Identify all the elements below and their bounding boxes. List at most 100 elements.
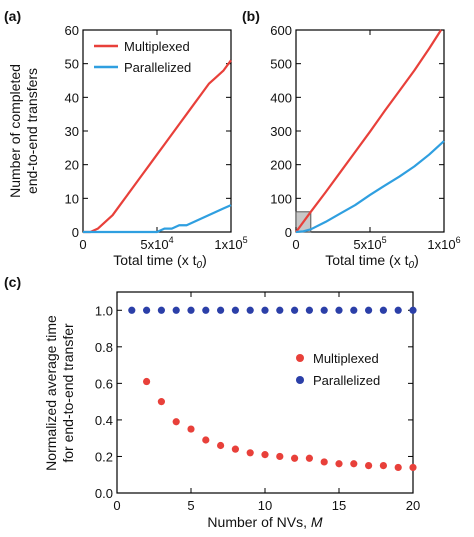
- y-axis-label-c: Normalized average timefor end-to-end tr…: [43, 315, 76, 471]
- data-point-multiplexed: [320, 458, 328, 466]
- x-tick-label: 1x106: [427, 235, 460, 252]
- x-tick-label: 0: [79, 237, 86, 252]
- y-tick-label: 10: [65, 191, 79, 206]
- data-point-parallelized: [350, 306, 358, 314]
- data-point-parallelized: [202, 306, 210, 314]
- y-tick-label: 30: [65, 124, 79, 139]
- data-point-multiplexed: [157, 398, 165, 406]
- legend-a: Multiplexed Parallelized: [94, 39, 191, 75]
- x-tick-label: 10: [258, 498, 272, 513]
- x-tick-label: 5x105: [353, 235, 386, 252]
- legend-c: Multiplexed Parallelized: [296, 351, 380, 388]
- y-tick-label: 100: [270, 191, 292, 206]
- data-point-multiplexed: [202, 436, 210, 444]
- y-tick-label: 0.2: [95, 449, 113, 464]
- y-tick-label: 500: [270, 57, 292, 72]
- series-lines-b: [295, 29, 445, 234]
- data-point-multiplexed: [350, 460, 358, 468]
- legend-marker-parallelized-c: [296, 376, 304, 384]
- y-tick-label: 40: [65, 90, 79, 105]
- x-tick-label: 5x104: [140, 235, 173, 252]
- data-point-parallelized: [246, 306, 254, 314]
- y-axis-label-line2-a: end-to-end transfers: [24, 68, 40, 194]
- legend-label-parallelized-c: Parallelized: [313, 373, 380, 388]
- y-axis-label-a: Number of completedend-to-end transfers: [7, 64, 40, 198]
- data-point-multiplexed: [291, 454, 299, 462]
- y-tick-label: 0: [72, 225, 79, 240]
- y-axis-label-line2-c: for end-to-end transfer: [60, 323, 76, 463]
- data-point-multiplexed: [305, 454, 313, 462]
- x-axis-label-text-c: Number of NVs,: [207, 514, 310, 530]
- y-tick-label: 0.8: [95, 340, 113, 355]
- axis-ticks-c: 0 5 10 15 20 0.0 0.2 0.4 0.6 0.8 1.0: [95, 292, 420, 513]
- data-point-parallelized: [365, 306, 373, 314]
- y-tick-label: 0.0: [95, 486, 113, 501]
- y-tick-label: 50: [65, 57, 79, 72]
- x-axis-label-close-b: ): [414, 252, 419, 268]
- axis-ticks-b: 0 5x105 1x106 0 100 200 300 400 500 600: [270, 23, 460, 252]
- y-tick-label: 20: [65, 158, 79, 173]
- x-tick-label: 1x105: [214, 235, 247, 252]
- y-tick-label: 1.0: [95, 303, 113, 318]
- series-line-multiplexed: [83, 59, 232, 234]
- data-point-parallelized: [143, 306, 151, 314]
- data-point-parallelized: [291, 306, 299, 314]
- x-axis-label-italic-c: M: [311, 514, 323, 530]
- data-point-parallelized: [157, 306, 165, 314]
- x-axis-label-a: Total time (x t0): [113, 252, 206, 271]
- legend-label-multiplexed-c: Multiplexed: [313, 351, 379, 366]
- data-point-parallelized: [217, 306, 225, 314]
- data-point-multiplexed: [143, 377, 151, 386]
- panel-label-c: (c): [4, 274, 21, 290]
- y-tick-label: 0.4: [95, 413, 113, 428]
- y-tick-label: 600: [270, 23, 292, 38]
- data-point-parallelized: [187, 306, 195, 314]
- series-points-c: [128, 306, 417, 472]
- series-lines-a: [83, 59, 232, 234]
- x-axis-label-c: Number of NVs, M: [207, 514, 322, 530]
- data-point-parallelized: [128, 306, 136, 314]
- x-tick-exponent: 5: [243, 235, 248, 245]
- series-line-parallelized: [83, 204, 232, 234]
- x-tick-label: 0: [113, 498, 120, 513]
- y-tick-label: 0.6: [95, 376, 113, 391]
- data-point-parallelized: [379, 306, 387, 314]
- x-tick-exponent: 6: [456, 235, 461, 245]
- data-point-parallelized: [394, 306, 402, 314]
- data-point-multiplexed: [246, 449, 254, 457]
- data-point-multiplexed: [231, 445, 239, 453]
- y-tick-label: 0: [285, 225, 292, 240]
- data-point-multiplexed: [335, 460, 343, 468]
- legend-marker-multiplexed-c: [296, 354, 304, 362]
- data-point-multiplexed: [217, 441, 225, 450]
- data-point-multiplexed: [394, 463, 402, 472]
- x-axis-label-sub-a: 0: [197, 260, 203, 271]
- x-tick-label: 0: [292, 237, 299, 252]
- panel-label-b: (b): [242, 8, 260, 24]
- x-tick-exponent: 5: [382, 235, 387, 245]
- data-point-parallelized: [335, 306, 343, 314]
- x-tick-label: 5: [187, 498, 194, 513]
- legend-label-parallelized-a: Parallelized: [124, 60, 191, 75]
- legend-label-multiplexed-a: Multiplexed: [124, 39, 190, 54]
- panel-b: (b) 0 5x105 1x106 0 100 200 300 400 500 600 Total…: [242, 8, 461, 271]
- y-tick-label: 200: [270, 158, 292, 173]
- data-point-multiplexed: [379, 461, 387, 470]
- x-axis-label-text-b: Total time (x t: [325, 252, 408, 268]
- x-axis-label-b: Total time (x t0): [325, 252, 418, 271]
- data-point-parallelized: [305, 306, 313, 314]
- data-point-multiplexed: [409, 463, 417, 472]
- y-tick-label: 60: [65, 23, 79, 38]
- data-point-multiplexed: [172, 418, 180, 426]
- series-line-parallelized: [295, 140, 445, 234]
- y-axis-label-line1-a: Number of completed: [7, 64, 23, 198]
- data-point-multiplexed: [261, 451, 269, 459]
- data-point-parallelized: [276, 306, 284, 314]
- data-point-parallelized: [409, 306, 417, 314]
- panel-c: (c) 0 5 10 15 20 0.0 0.2 0.4 0.6 0.8 1.0 Multiplex…: [4, 274, 420, 530]
- x-tick-label: 20: [406, 498, 420, 513]
- data-point-parallelized: [172, 306, 180, 314]
- x-tick-exponent: 4: [169, 235, 174, 245]
